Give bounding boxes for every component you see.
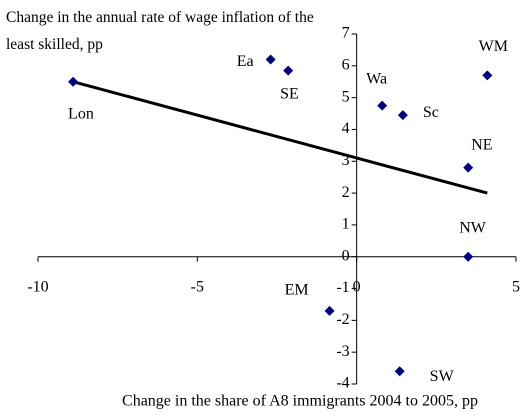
y-tick-label: 7	[342, 25, 350, 42]
point-label: Ea	[237, 53, 254, 70]
point-label: Sc	[423, 104, 439, 121]
point	[463, 251, 474, 262]
point-label: SE	[280, 85, 299, 102]
y-tick-label: 2	[342, 184, 350, 201]
x-tick-label: -5	[191, 278, 204, 295]
y-tick-label: 4	[342, 120, 350, 137]
y-tick-label: 5	[342, 88, 350, 105]
y-tick-label: 0	[342, 247, 350, 264]
point	[394, 366, 405, 377]
point	[68, 76, 79, 87]
point	[377, 100, 388, 111]
point	[482, 70, 493, 81]
y-tick-label: -1	[336, 279, 349, 296]
y-tick-label: 3	[342, 152, 350, 169]
chart-title: Change in the annual rate of wage inflat…	[6, 9, 314, 53]
point	[283, 65, 294, 76]
y-tick-label: 6	[342, 56, 350, 73]
point-label: NE	[471, 136, 492, 153]
point	[463, 162, 474, 173]
point	[324, 305, 335, 316]
x-tick-label: -10	[27, 278, 48, 295]
x-axis-label: Change in the share of A8 immigrants 200…	[122, 393, 478, 410]
x-tick-label: 5	[512, 278, 520, 295]
point-label: EM	[285, 281, 309, 298]
point	[265, 54, 276, 65]
y-tick-label: -4	[336, 375, 349, 392]
trend-line	[72, 80, 488, 195]
point-label: SW	[430, 368, 455, 385]
point-label: WM	[479, 38, 508, 55]
point-label: Lon	[68, 105, 94, 122]
y-tick-label: -2	[336, 311, 349, 328]
y-tick-label: 1	[342, 216, 350, 233]
point	[397, 110, 408, 121]
y-tick-label: -3	[336, 343, 349, 360]
x-tick-label: 0	[353, 278, 361, 295]
point-label: Wa	[366, 70, 387, 87]
point-label: NW	[459, 219, 487, 236]
